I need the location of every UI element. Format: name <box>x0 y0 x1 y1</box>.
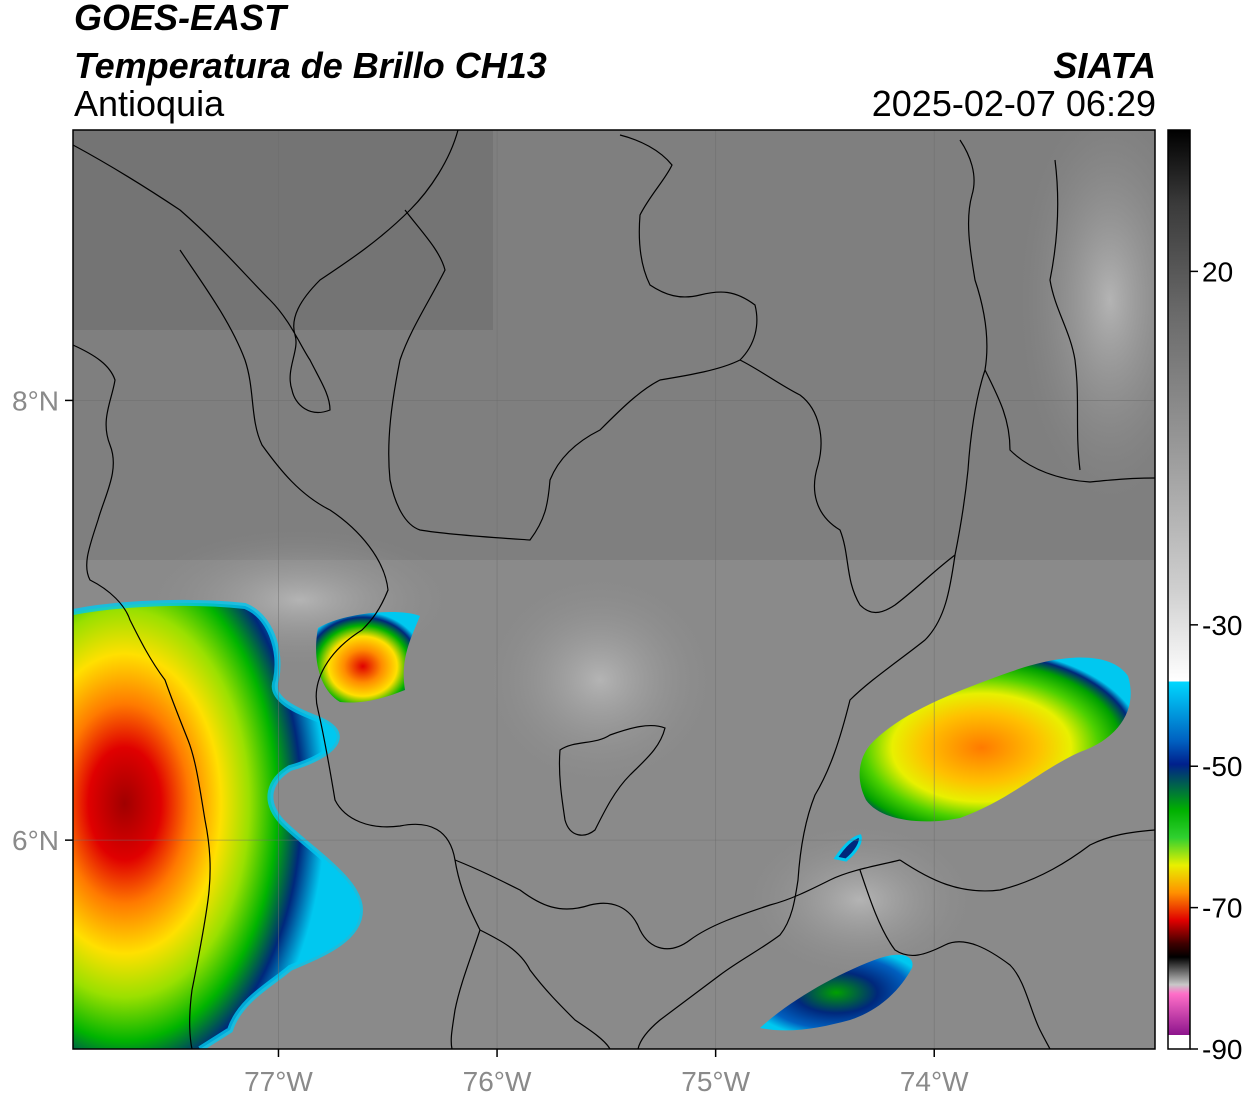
source-label: SIATA <box>1053 45 1156 86</box>
cloud-east <box>859 657 1131 822</box>
colorbar-tick-label-2: -50 <box>1202 751 1242 782</box>
colorbar-frame <box>1167 129 1191 1050</box>
lon-tick-label-1: 76°W <box>463 1066 532 1097</box>
cloud-small <box>316 612 420 703</box>
boundary-east-1 <box>984 369 1155 483</box>
lat-tick-label-0: 8°N <box>12 385 59 416</box>
imagery-sea <box>73 130 493 330</box>
map-frame <box>72 129 1156 1050</box>
imagery-bright-east <box>1020 130 1155 500</box>
boundary-south-1 <box>454 859 901 950</box>
imagery-bright-center <box>480 570 720 790</box>
cloud-fragment <box>833 834 862 862</box>
axis-ticks: 77°W 76°W 75°W 74°W 8°N 6°N <box>12 385 969 1097</box>
boundary-medellin <box>558 724 666 836</box>
coastline-urabá <box>73 130 459 413</box>
boundary-cordoba <box>388 134 758 541</box>
product-title: Temperatura de Brillo CH13 <box>74 45 547 86</box>
cloud-west <box>73 602 360 1049</box>
datetime-label: 2025-02-07 06:29 <box>871 83 1156 124</box>
lat-tick-label-1: 6°N <box>12 825 59 856</box>
coastline-pacific <box>73 344 211 1049</box>
colorbar-gradient <box>1168 130 1190 1049</box>
boundary-east-2 <box>1049 159 1081 471</box>
map-imagery <box>73 130 1155 1049</box>
colorbar-tick-label-0: 20 <box>1202 256 1233 287</box>
region-label: Antioquia <box>74 83 225 124</box>
colorbar-ticks: 20 -30 -50 -70 -90 <box>1190 256 1242 1065</box>
lon-tick-label-0: 77°W <box>244 1066 313 1097</box>
colorbar-tick-label-4: -90 <box>1202 1034 1242 1065</box>
boundary-south-4 <box>479 929 611 1049</box>
cloud-west-fringe <box>73 599 364 1049</box>
boundary-south-3 <box>899 829 1155 892</box>
boundary-bolivar <box>739 139 988 614</box>
colorbar-tick-label-3: -70 <box>1202 893 1242 924</box>
lon-tick-label-3: 74°W <box>900 1066 969 1097</box>
political-boundaries <box>73 130 1155 1049</box>
boundary-south-2 <box>859 869 1051 1049</box>
lon-tick-label-2: 75°W <box>681 1066 750 1097</box>
graticule <box>73 130 1155 1049</box>
boundary-antioquia-choco <box>179 249 481 1049</box>
cloud-southeast <box>760 954 913 1031</box>
satellite-title: GOES-EAST <box>74 0 287 38</box>
colorbar-tick-label-1: -30 <box>1202 610 1242 641</box>
colorbar: 20 -30 -50 -70 -90 <box>1167 129 1242 1065</box>
boundary-santander <box>637 554 956 1049</box>
